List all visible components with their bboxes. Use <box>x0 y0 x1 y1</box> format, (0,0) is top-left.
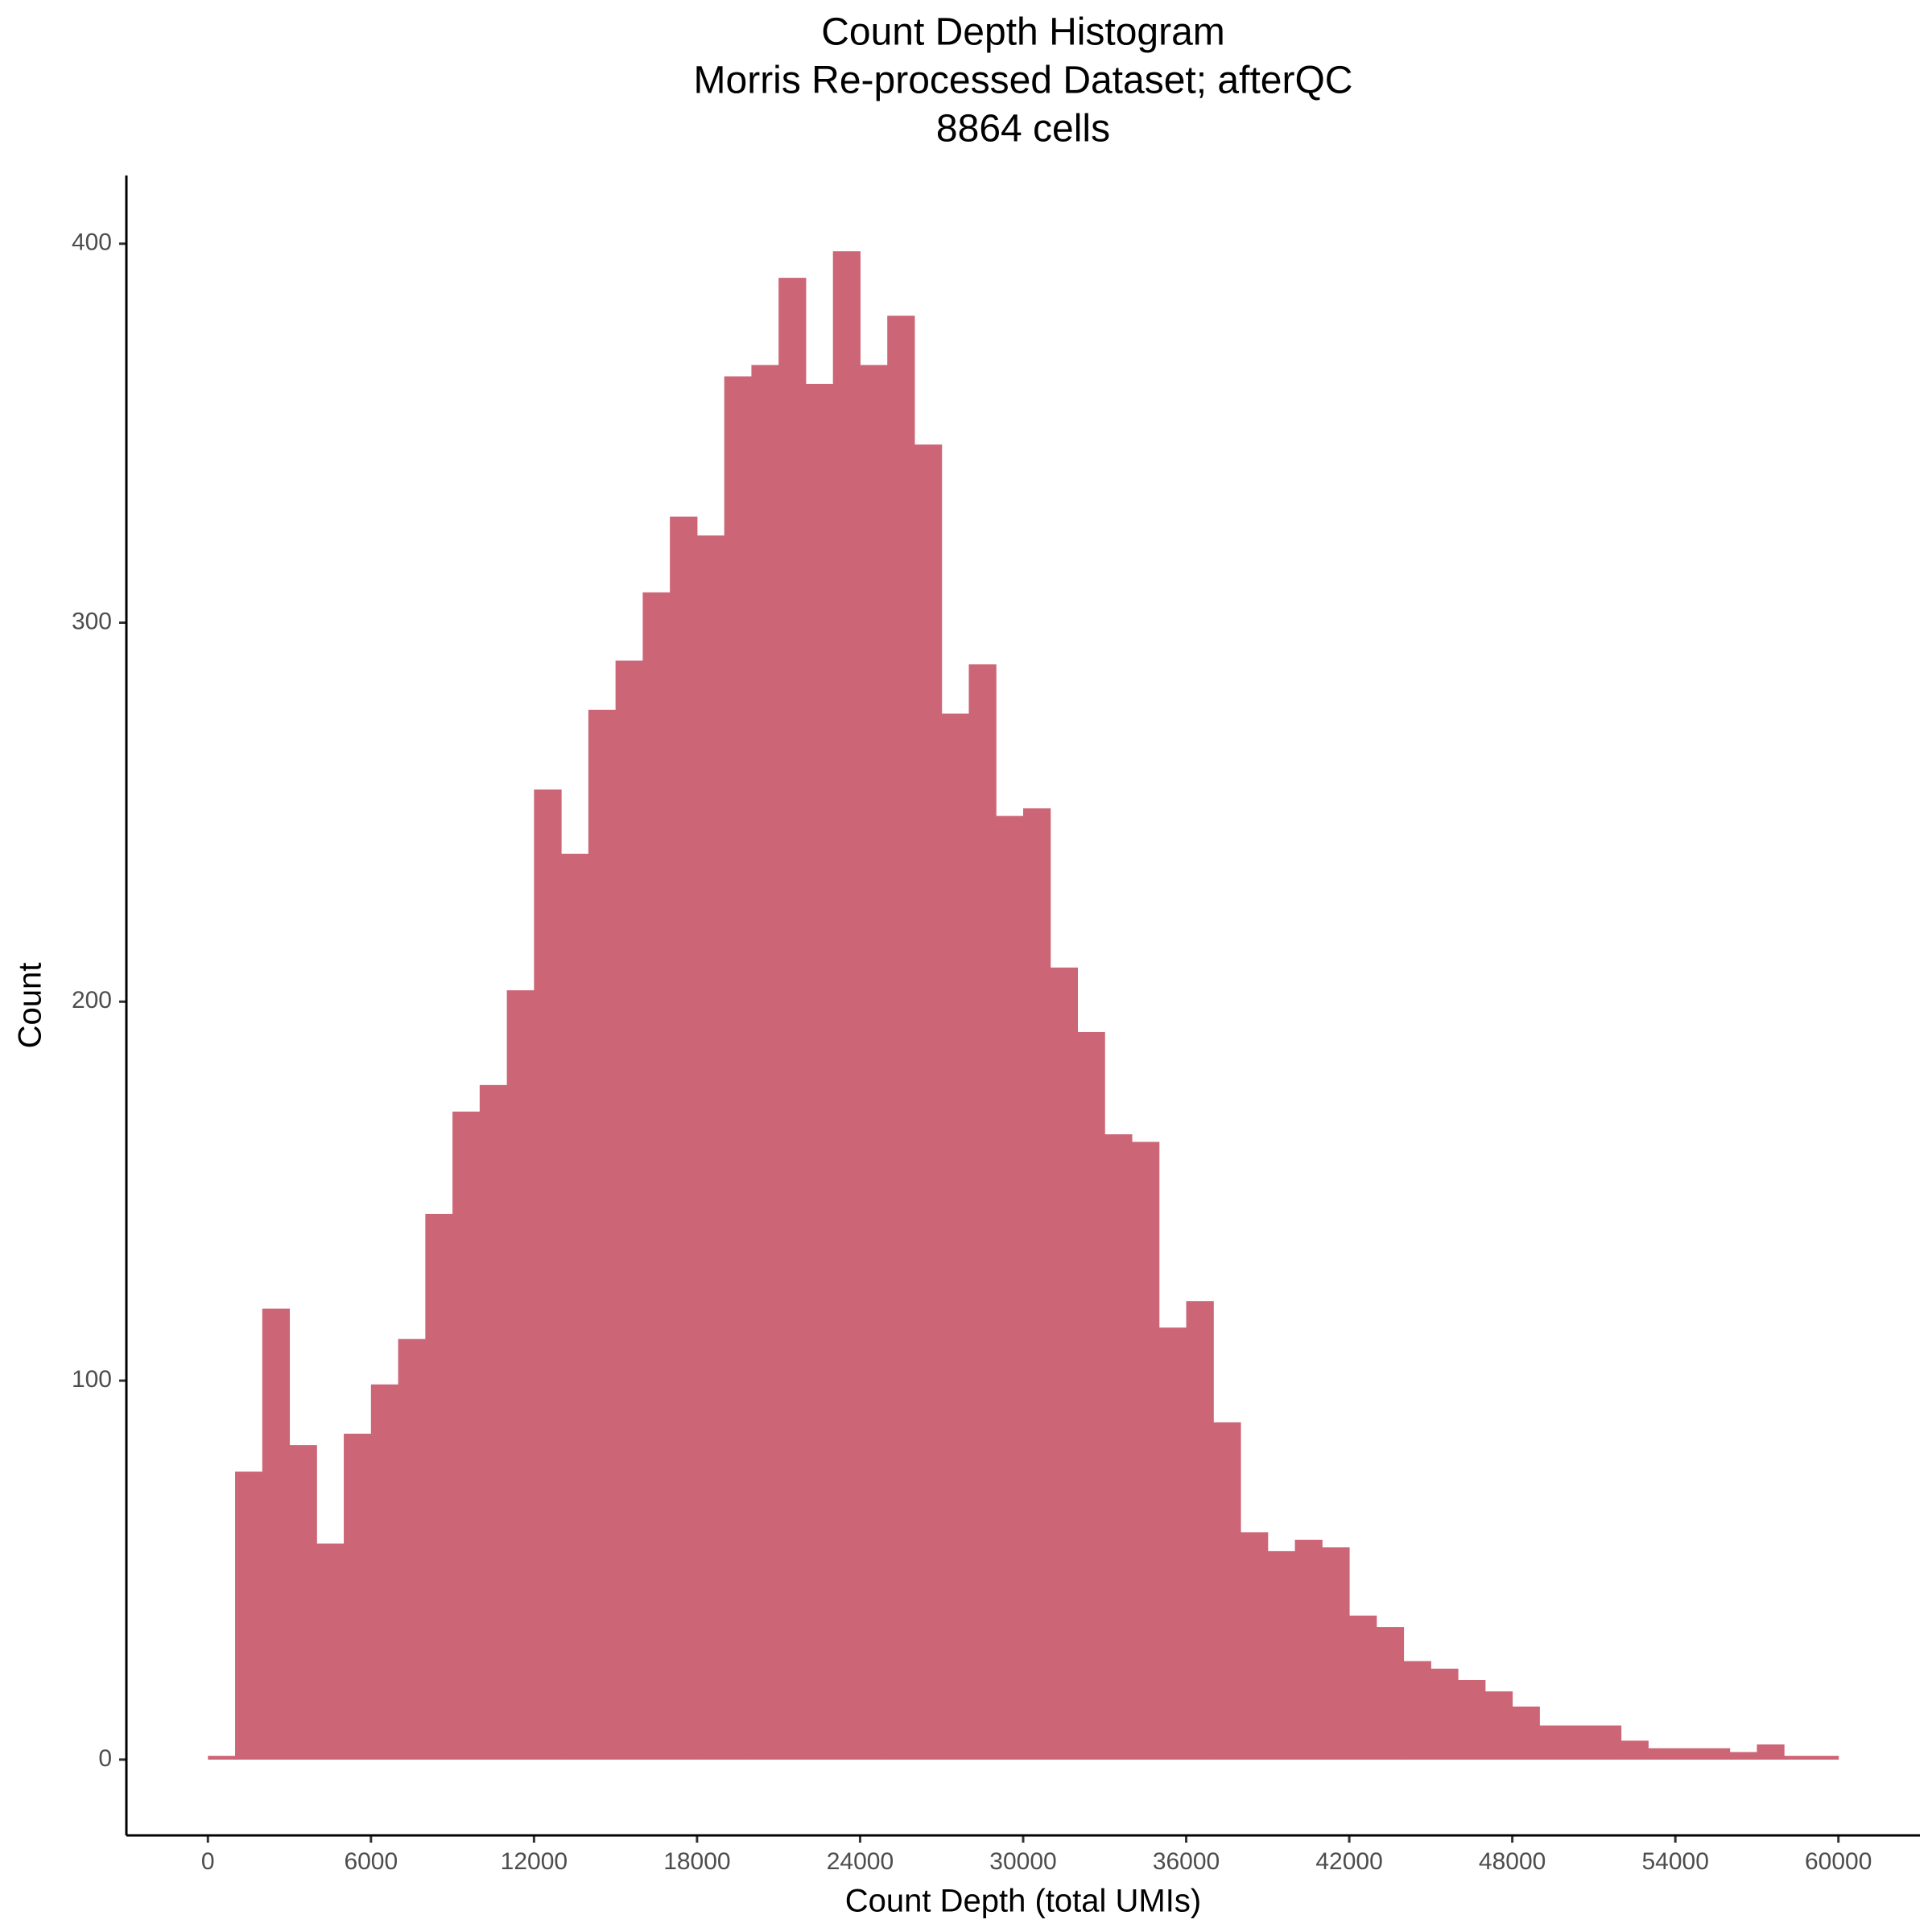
y-tick-label: 300 <box>72 608 112 634</box>
bar <box>1023 808 1051 1760</box>
bar <box>1729 1752 1757 1760</box>
bar <box>1567 1725 1595 1760</box>
bar <box>1267 1550 1296 1760</box>
bar <box>1104 1134 1133 1760</box>
x-axis-title: Count Depth (total UMIs) <box>845 1884 1201 1919</box>
bar <box>1077 1031 1105 1760</box>
bar <box>452 1111 481 1760</box>
bar <box>1593 1725 1622 1760</box>
x-tick-label: 0 <box>201 1848 215 1875</box>
y-tick-label: 0 <box>98 1745 112 1772</box>
bar <box>1512 1706 1540 1760</box>
bar <box>1376 1627 1405 1760</box>
bar <box>996 815 1024 1760</box>
bar <box>1294 1539 1323 1760</box>
x-tick-label: 42000 <box>1315 1848 1382 1875</box>
bar <box>289 1445 317 1760</box>
x-tick-label: 18000 <box>663 1848 730 1875</box>
y-tick-label: 400 <box>72 229 112 256</box>
chart-title: Count Depth Histogram <box>821 11 1225 54</box>
x-tick-label: 12000 <box>501 1848 568 1875</box>
bar <box>670 516 698 1760</box>
x-tick-label: 6000 <box>344 1848 398 1875</box>
bar <box>1675 1748 1703 1760</box>
chart-title: 8864 cells <box>936 108 1110 151</box>
bar <box>1050 967 1079 1760</box>
bar <box>1620 1740 1649 1760</box>
bar <box>642 592 671 1760</box>
bar <box>941 713 969 1760</box>
bar <box>1784 1756 1812 1760</box>
chart-title: Morris Re-processed Dataset; afterQC <box>694 60 1353 102</box>
bar <box>1430 1668 1459 1760</box>
bar <box>1757 1744 1785 1760</box>
x-tick-label: 48000 <box>1479 1848 1546 1875</box>
bar <box>344 1433 372 1760</box>
bar <box>1186 1301 1214 1760</box>
bar <box>778 278 807 1760</box>
bar <box>370 1384 399 1760</box>
x-tick-label: 60000 <box>1805 1848 1872 1875</box>
bar <box>615 660 643 1760</box>
bar <box>561 853 589 1760</box>
bar <box>1810 1756 1839 1760</box>
y-axis-title: Count <box>13 963 48 1049</box>
bar <box>1213 1422 1241 1760</box>
bar <box>805 383 834 1760</box>
bar <box>724 376 752 1760</box>
bar <box>1158 1327 1187 1760</box>
bar <box>860 365 888 1760</box>
bar <box>316 1543 345 1760</box>
x-tick-label: 30000 <box>989 1848 1056 1875</box>
bar <box>1484 1691 1513 1760</box>
bar <box>1241 1532 1269 1760</box>
bar <box>208 1756 236 1760</box>
bar <box>968 664 997 1760</box>
bar <box>398 1339 426 1760</box>
bar <box>887 316 915 1760</box>
bar <box>479 1084 508 1760</box>
bar <box>1702 1748 1731 1760</box>
bar <box>696 535 725 1760</box>
bar <box>1648 1748 1676 1760</box>
bar <box>534 789 562 1760</box>
bar <box>588 709 617 1760</box>
bar <box>751 365 779 1760</box>
bar <box>914 444 943 1760</box>
bar <box>506 990 535 1760</box>
bar <box>1458 1679 1486 1760</box>
x-tick-label: 54000 <box>1641 1848 1708 1875</box>
y-tick-label: 100 <box>72 1366 112 1393</box>
y-tick-label: 200 <box>72 987 112 1013</box>
bar <box>425 1213 453 1760</box>
x-tick-label: 24000 <box>827 1848 894 1875</box>
bar <box>1349 1615 1377 1760</box>
bar <box>1403 1661 1431 1760</box>
bar <box>235 1472 263 1760</box>
bar <box>832 251 861 1760</box>
bar <box>1322 1547 1350 1760</box>
bar <box>1132 1141 1160 1760</box>
bar <box>1539 1725 1567 1760</box>
bar <box>262 1308 291 1760</box>
x-tick-label: 36000 <box>1153 1848 1220 1875</box>
